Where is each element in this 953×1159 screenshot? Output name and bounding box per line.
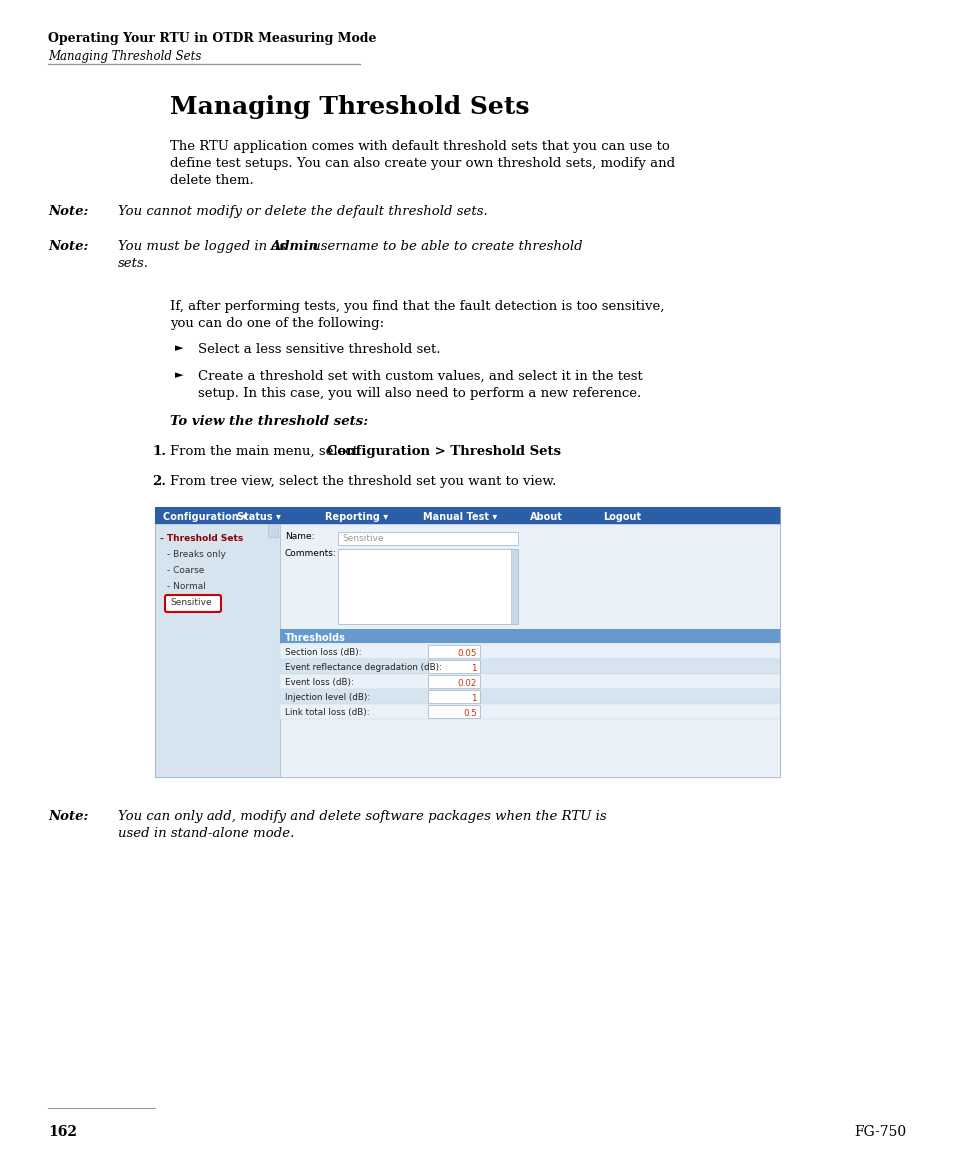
Text: Link total loss (dB):: Link total loss (dB): xyxy=(285,708,369,717)
Text: 0.02: 0.02 xyxy=(457,679,476,688)
Text: 1: 1 xyxy=(471,664,476,673)
FancyBboxPatch shape xyxy=(165,595,221,612)
Bar xyxy=(428,705,479,717)
Text: setup. In this case, you will also need to perform a new reference.: setup. In this case, you will also need … xyxy=(198,387,640,400)
Bar xyxy=(280,675,780,688)
Text: Event loss (dB):: Event loss (dB): xyxy=(285,678,354,687)
Text: If, after performing tests, you find that the fault detection is too sensitive,: If, after performing tests, you find tha… xyxy=(170,300,663,313)
Bar xyxy=(428,659,479,673)
Bar xyxy=(337,549,517,624)
Text: To view the threshold sets:: To view the threshold sets: xyxy=(170,415,368,428)
Text: 1: 1 xyxy=(471,694,476,704)
Bar xyxy=(154,506,780,777)
Text: From tree view, select the threshold set you want to view.: From tree view, select the threshold set… xyxy=(170,475,556,488)
Text: Note:: Note: xyxy=(48,205,89,218)
Text: From the main menu, select: From the main menu, select xyxy=(170,445,362,458)
Text: delete them.: delete them. xyxy=(170,174,253,187)
Text: Select a less sensitive threshold set.: Select a less sensitive threshold set. xyxy=(198,343,440,356)
Text: FG-750: FG-750 xyxy=(853,1125,905,1139)
Text: About: About xyxy=(530,511,562,522)
Text: Admin: Admin xyxy=(270,240,317,253)
Bar xyxy=(428,675,479,688)
Text: Event reflectance degradation (dB):: Event reflectance degradation (dB): xyxy=(285,663,441,672)
Text: You cannot modify or delete the default threshold sets.: You cannot modify or delete the default … xyxy=(118,205,487,218)
Text: The RTU application comes with default threshold sets that you can use to: The RTU application comes with default t… xyxy=(170,140,669,153)
Bar xyxy=(280,629,780,643)
Text: Comments:: Comments: xyxy=(285,549,336,557)
Text: Managing Threshold Sets: Managing Threshold Sets xyxy=(48,50,201,63)
Text: Configuration > Threshold Sets: Configuration > Threshold Sets xyxy=(327,445,560,458)
Bar xyxy=(154,524,280,777)
Text: you can do one of the following:: you can do one of the following: xyxy=(170,318,384,330)
Text: ►: ► xyxy=(174,370,183,380)
Text: - Normal: - Normal xyxy=(167,582,206,591)
Bar xyxy=(280,659,780,675)
Text: 162: 162 xyxy=(48,1125,77,1139)
Text: Sensitive: Sensitive xyxy=(169,598,211,607)
Text: Reporting ▾: Reporting ▾ xyxy=(325,511,388,522)
Text: 0.5: 0.5 xyxy=(462,709,476,717)
Text: sets.: sets. xyxy=(118,257,149,270)
Text: Operating Your RTU in OTDR Measuring Mode: Operating Your RTU in OTDR Measuring Mod… xyxy=(48,32,376,45)
Text: username to be able to create threshold: username to be able to create threshold xyxy=(308,240,582,253)
Text: - Breaks only: - Breaks only xyxy=(167,551,226,559)
Text: Name:: Name: xyxy=(285,532,314,541)
Text: Injection level (dB):: Injection level (dB): xyxy=(285,693,370,702)
Text: 1.: 1. xyxy=(152,445,166,458)
Text: used in stand-alone mode.: used in stand-alone mode. xyxy=(118,828,294,840)
Text: Create a threshold set with custom values, and select it in the test: Create a threshold set with custom value… xyxy=(198,370,642,382)
Bar xyxy=(428,646,479,658)
Text: You must be logged in as: You must be logged in as xyxy=(118,240,290,253)
Text: Sensitive: Sensitive xyxy=(341,534,383,544)
Text: 0.05: 0.05 xyxy=(457,649,476,658)
Text: Status ▾: Status ▾ xyxy=(236,511,280,522)
Bar xyxy=(511,549,517,624)
Text: You can only add, modify and delete software packages when the RTU is: You can only add, modify and delete soft… xyxy=(118,810,606,823)
Text: Logout: Logout xyxy=(602,511,640,522)
Bar xyxy=(280,524,780,777)
Bar xyxy=(280,688,780,704)
Bar xyxy=(268,524,277,537)
Text: Note:: Note: xyxy=(48,240,89,253)
Bar xyxy=(280,644,780,659)
Text: ►: ► xyxy=(174,343,183,353)
Text: define test setups. You can also create your own threshold sets, modify and: define test setups. You can also create … xyxy=(170,156,675,170)
Text: Thresholds: Thresholds xyxy=(285,633,346,643)
Text: 2.: 2. xyxy=(152,475,166,488)
Bar xyxy=(428,690,479,704)
Text: Note:: Note: xyxy=(48,810,89,823)
Text: Configuration ▾: Configuration ▾ xyxy=(163,511,247,522)
Text: Manual Test ▾: Manual Test ▾ xyxy=(422,511,497,522)
Bar xyxy=(337,532,517,545)
Text: - Coarse: - Coarse xyxy=(167,566,204,575)
Text: Managing Threshold Sets: Managing Threshold Sets xyxy=(170,95,529,119)
Bar xyxy=(280,704,780,719)
Text: Section loss (dB):: Section loss (dB): xyxy=(285,648,361,657)
Text: Sensitive: Sensitive xyxy=(170,598,212,607)
Text: .: . xyxy=(515,445,518,458)
Text: - Threshold Sets: - Threshold Sets xyxy=(160,534,243,544)
Bar xyxy=(154,506,780,524)
